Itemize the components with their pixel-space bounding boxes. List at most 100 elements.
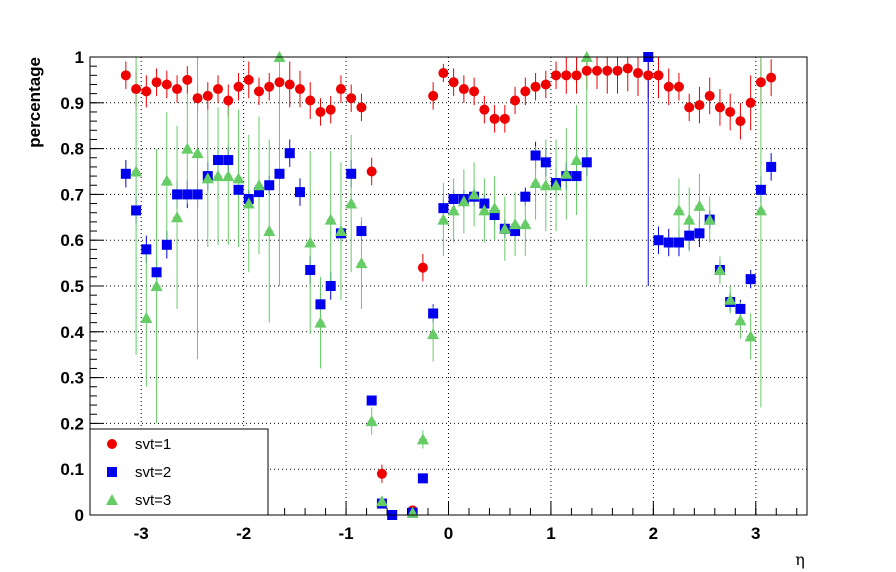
- data-point-svt-1: [755, 77, 766, 88]
- data-point-svt-3: [437, 213, 450, 225]
- data-point-svt-1: [530, 81, 541, 92]
- data-point-svt-3: [498, 222, 511, 234]
- x-tick-label: 1: [546, 524, 555, 543]
- y-tick-label: 0.9: [60, 94, 84, 113]
- data-point-svt-3: [345, 197, 358, 209]
- data-point-svt-1: [540, 79, 551, 90]
- data-point-svt-3: [550, 179, 563, 191]
- y-tick-label: 0: [75, 506, 84, 525]
- data-point-svt-1: [766, 72, 777, 83]
- y-tick-label: 0.1: [60, 460, 84, 479]
- data-point-svt-1: [356, 102, 367, 113]
- data-point-svt-2: [151, 267, 162, 278]
- data-point-svt-1: [428, 90, 439, 101]
- data-point-svt-1: [315, 106, 326, 117]
- data-point-svt-1: [376, 468, 387, 479]
- data-point-svt-3: [171, 211, 184, 223]
- data-point-svt-1: [131, 84, 142, 95]
- data-point-svt-3: [509, 218, 522, 230]
- data-point-svt-2: [448, 193, 459, 204]
- data-point-svt-1: [284, 79, 295, 90]
- x-axis-title: η: [795, 550, 805, 569]
- data-point-svt-2: [356, 226, 367, 237]
- data-point-svt-2: [510, 226, 521, 237]
- data-point-svt-3: [314, 316, 327, 328]
- y-tick-label: 0.7: [60, 185, 84, 204]
- data-point-svt-1: [346, 93, 357, 104]
- data-point-svt-2: [161, 239, 172, 250]
- data-point-svt-2: [294, 187, 305, 198]
- data-point-svt-1: [335, 84, 346, 95]
- data-point-svt-1: [448, 77, 459, 88]
- legend-label-svt-3: svt=3: [135, 492, 171, 509]
- data-point-svt-3: [201, 172, 214, 184]
- data-point-svt-3: [232, 172, 245, 184]
- data-point-svt-3: [253, 179, 266, 191]
- y-tick-label: 0.4: [60, 323, 84, 342]
- data-markers: [120, 51, 777, 520]
- data-point-svt-2: [581, 157, 592, 168]
- grid: [90, 57, 807, 515]
- data-point-svt-1: [714, 102, 725, 113]
- x-tick-label: 2: [649, 524, 658, 543]
- data-point-svt-3: [150, 280, 163, 291]
- data-point-svt-2: [438, 203, 449, 214]
- data-point-svt-1: [233, 81, 244, 92]
- data-point-svt-2: [653, 235, 664, 246]
- data-point-svt-2: [663, 237, 674, 248]
- data-point-svt-2: [172, 189, 183, 200]
- data-point-svt-3: [754, 204, 767, 216]
- data-point-svt-3: [191, 147, 204, 159]
- data-point-svt-1: [438, 68, 449, 79]
- data-point-svt-1: [120, 70, 131, 81]
- data-point-svt-3: [222, 170, 235, 182]
- data-point-svt-1: [581, 65, 592, 76]
- data-point-svt-1: [551, 70, 562, 81]
- data-point-svt-3: [744, 330, 757, 342]
- data-point-svt-3: [683, 213, 696, 225]
- data-point-svt-1: [612, 65, 623, 76]
- data-point-svt-3: [416, 433, 429, 445]
- y-tick-label: 0.8: [60, 140, 84, 159]
- data-point-svt-1: [622, 63, 633, 74]
- data-point-svt-3: [324, 213, 337, 225]
- data-point-svt-3: [703, 213, 716, 225]
- data-point-svt-1: [479, 104, 490, 115]
- data-point-svt-2: [305, 264, 316, 275]
- data-point-svt-2: [141, 244, 152, 255]
- data-point-svt-1: [325, 104, 336, 115]
- data-point-svt-3: [734, 314, 747, 326]
- legend-label-svt-2: svt=2: [135, 464, 171, 481]
- data-point-svt-3: [263, 225, 276, 237]
- data-point-svt-1: [643, 70, 654, 81]
- data-point-svt-2: [428, 308, 439, 319]
- data-point-svt-2: [233, 184, 244, 195]
- y-tick-label: 0.3: [60, 369, 84, 388]
- data-point-svt-1: [673, 81, 684, 92]
- data-point-svt-3: [212, 170, 225, 182]
- data-point-svt-2: [325, 281, 336, 291]
- data-point-svt-1: [141, 86, 152, 97]
- data-point-svt-1: [489, 113, 500, 124]
- data-point-svt-1: [653, 70, 664, 81]
- data-point-svt-3: [478, 204, 491, 216]
- data-point-svt-1: [745, 97, 756, 108]
- data-point-svt-1: [684, 102, 695, 113]
- data-point-svt-1: [458, 84, 469, 95]
- data-point-svt-3: [713, 263, 726, 275]
- data-point-svt-3: [724, 293, 737, 305]
- data-point-svt-2: [223, 155, 234, 166]
- data-point-svt-2: [274, 168, 285, 179]
- data-point-svt-3: [529, 176, 542, 188]
- data-point-svt-3: [140, 312, 153, 324]
- data-point-svt-2: [530, 150, 541, 161]
- data-point-svt-1: [151, 77, 162, 88]
- data-point-svt-1: [172, 84, 183, 95]
- data-point-svt-3: [672, 204, 685, 216]
- data-point-svt-3: [519, 218, 532, 230]
- data-point-svt-3: [693, 199, 706, 211]
- data-point-svt-1: [520, 86, 531, 97]
- data-point-svt-2: [315, 299, 326, 310]
- data-point-svt-2: [417, 473, 428, 484]
- data-point-svt-2: [131, 205, 142, 216]
